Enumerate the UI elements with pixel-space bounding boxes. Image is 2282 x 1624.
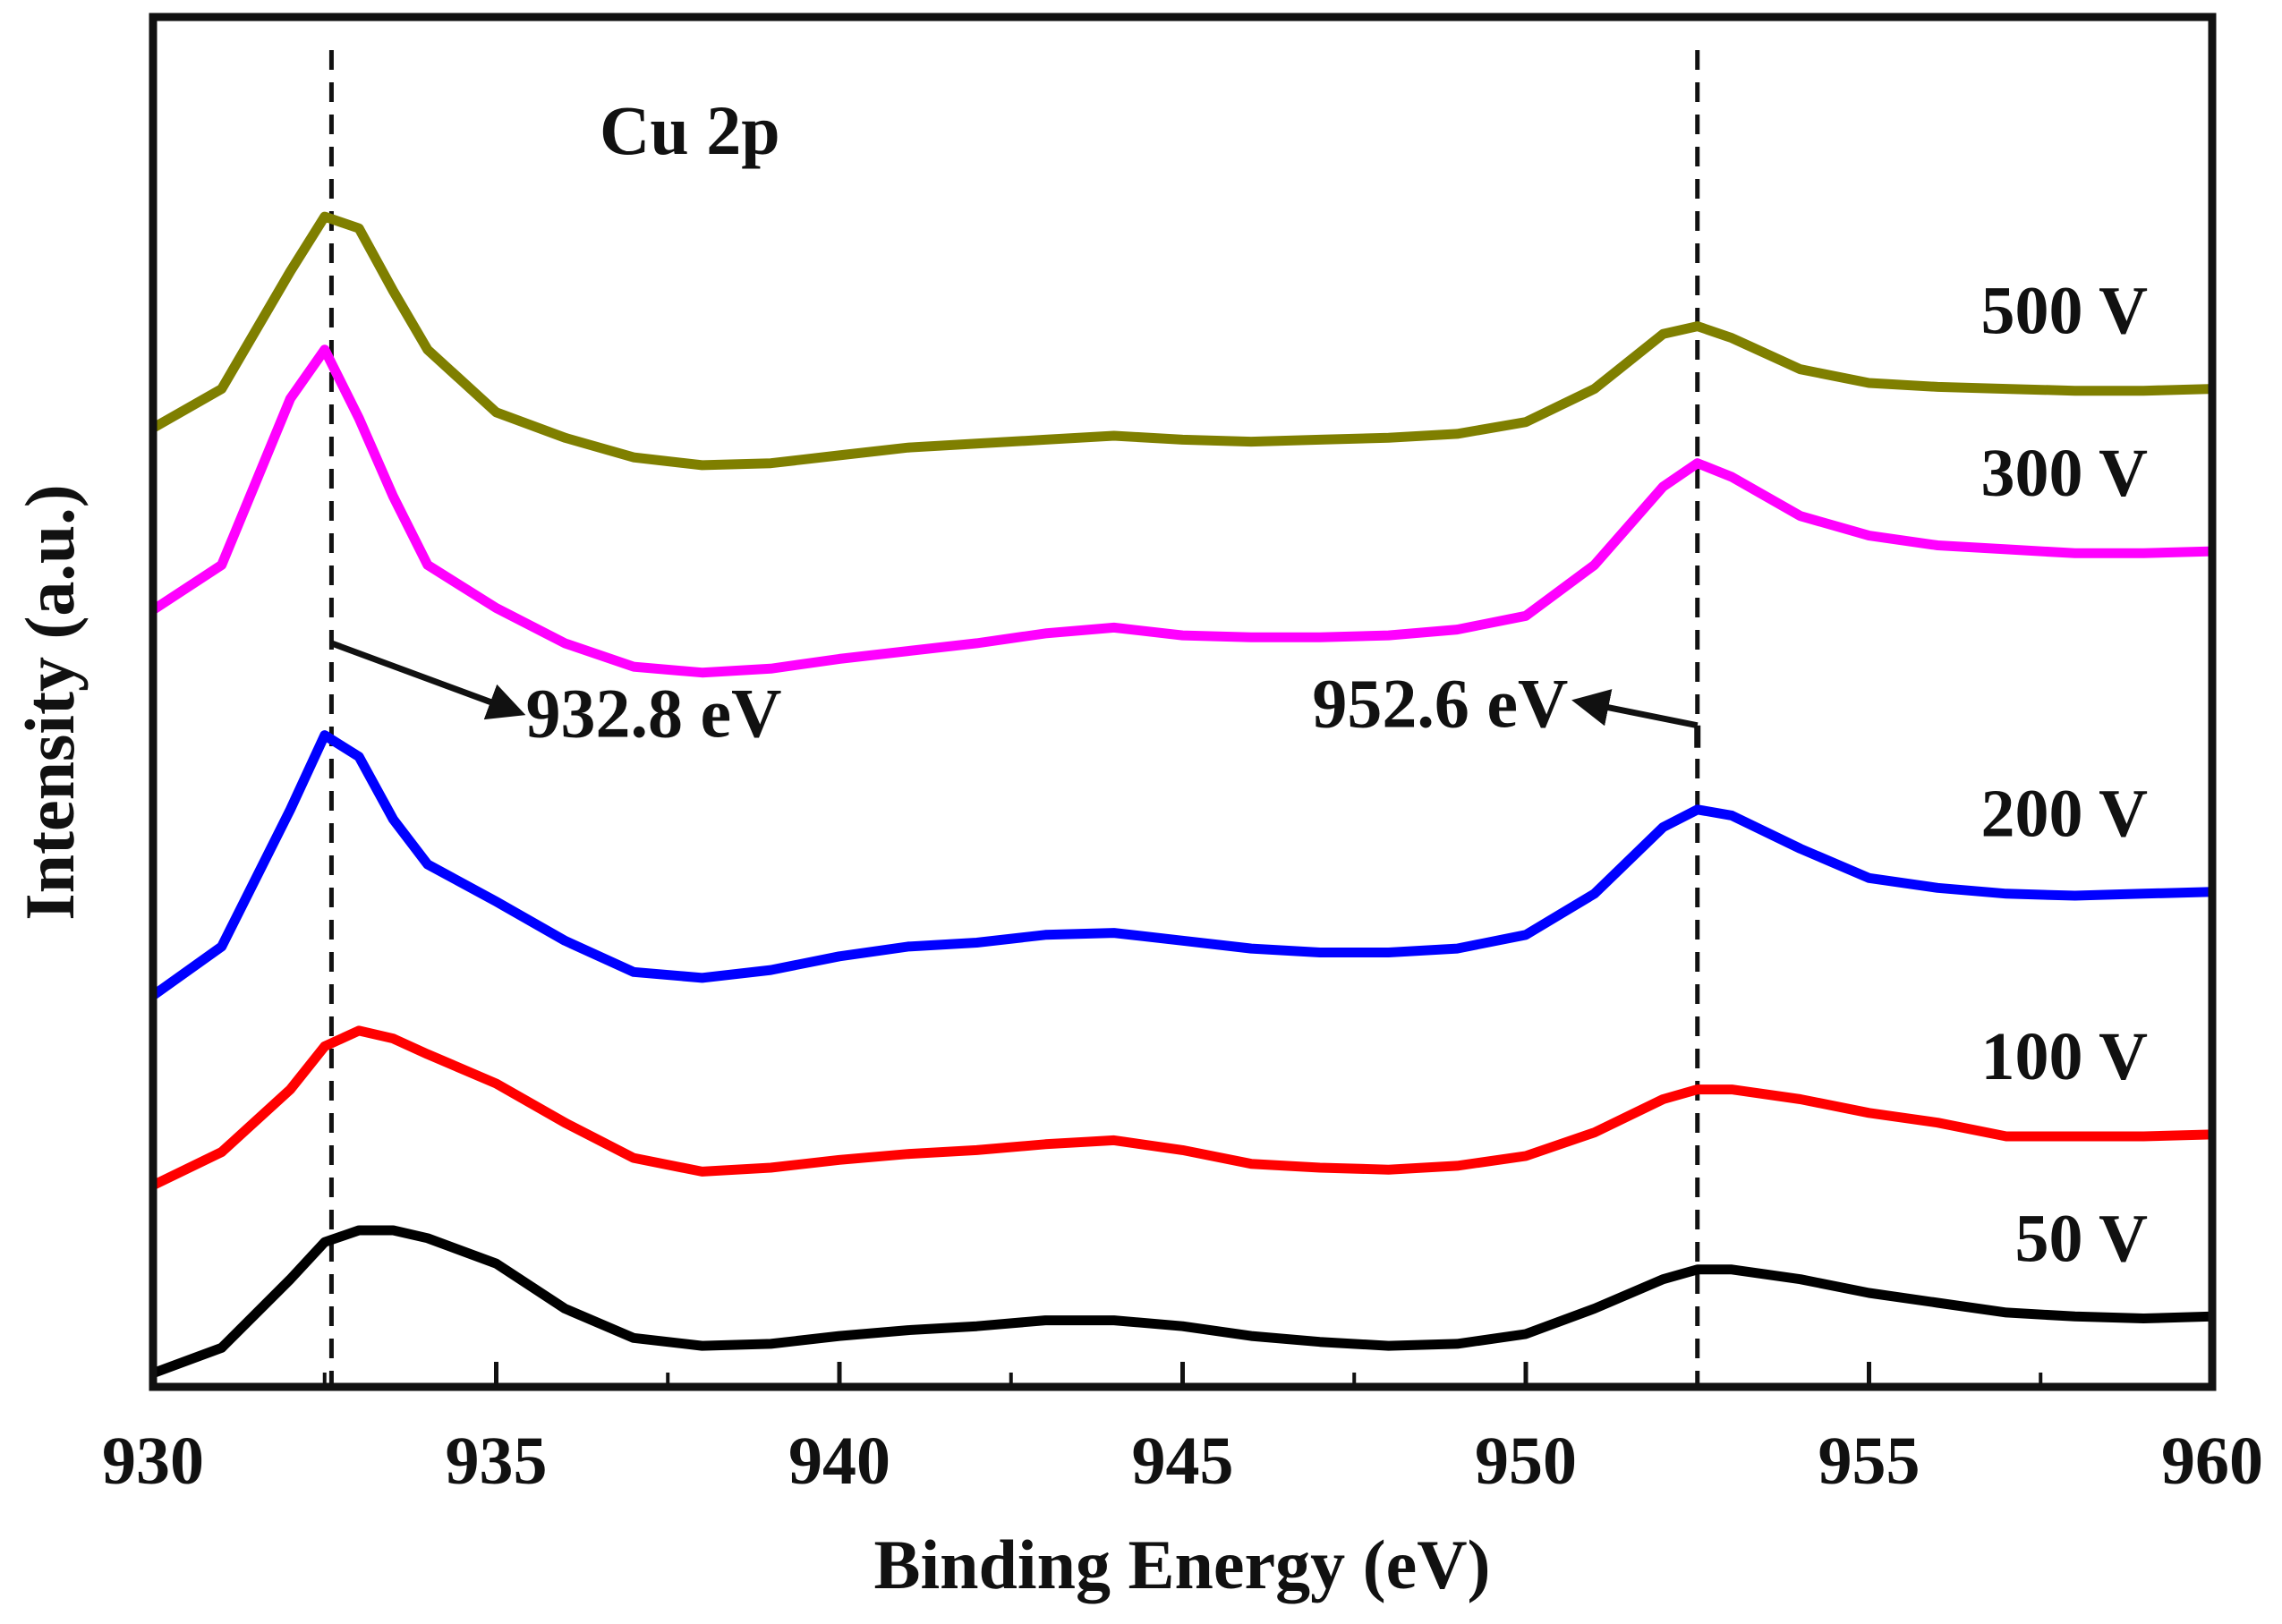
annotation-label: 932.8 eV: [526, 674, 782, 752]
plot-frame: [149, 13, 2217, 1391]
series-label-200-v: 200 V: [1980, 777, 2148, 852]
series-label-300-v: 300 V: [1980, 436, 2148, 511]
x-tick-label: 935: [446, 1424, 548, 1499]
annotation-arrow: [330, 640, 526, 720]
series-line-50-v: [153, 1225, 2212, 1379]
plot-background: [153, 17, 2212, 1387]
annotation-label: 952.6 eV: [1312, 665, 1568, 743]
series-label-50-v: 50 V: [2014, 1201, 2148, 1276]
chart-title: Cu 2p: [600, 91, 780, 169]
series-line-500-v: [153, 211, 2212, 471]
x-tick-label: 960: [2161, 1424, 2263, 1499]
series-label-100-v: 100 V: [1980, 1019, 2148, 1094]
x-tick-label: 940: [788, 1424, 890, 1499]
series-line-100-v: [153, 1025, 2212, 1191]
series-label-500-v: 500 V: [1980, 274, 2148, 349]
x-tick-label: 945: [1132, 1424, 1234, 1499]
x-axis-title: Binding Energy (eV): [873, 1526, 1490, 1603]
x-tick-label: 950: [1475, 1424, 1577, 1499]
x-tick-label: 930: [102, 1424, 204, 1499]
series-line-300-v: [153, 344, 2212, 678]
x-tick-label: 955: [1818, 1424, 1920, 1499]
y-axis-title: Intensity (a.u.): [11, 484, 89, 921]
series-line-200-v: [153, 730, 2212, 1001]
annotation-arrow: [1571, 689, 1699, 729]
